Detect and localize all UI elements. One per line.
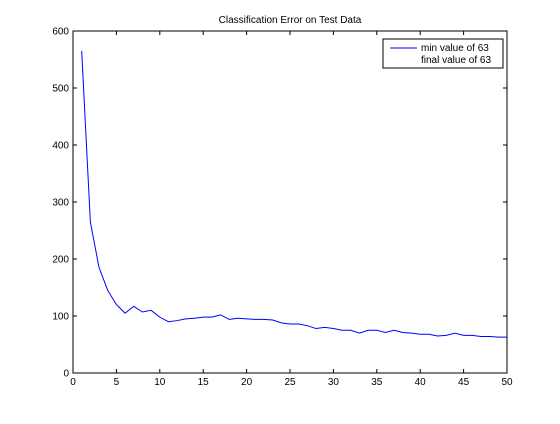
y-tick-label: 300 <box>52 198 69 209</box>
y-tick-label: 200 <box>52 255 69 266</box>
x-tick-label: 35 <box>371 377 383 388</box>
legend-label-min: min value of 63 <box>421 43 489 54</box>
y-tick-label: 500 <box>52 84 69 95</box>
chart-title: Classification Error on Test Data <box>219 15 362 26</box>
legend-box <box>382 38 504 69</box>
y-tick-label: 600 <box>52 27 69 38</box>
y-axis: 0 100 200 300 400 500 600 <box>52 27 507 380</box>
x-tick-label: 40 <box>415 377 427 388</box>
x-tick-label: 15 <box>198 377 210 388</box>
x-tick-label: 45 <box>458 377 470 388</box>
x-tick-label: 50 <box>501 377 513 388</box>
x-tick-label: 20 <box>241 377 253 388</box>
y-tick-label: 0 <box>63 369 69 380</box>
x-axis: 0 5 10 15 20 25 30 35 40 45 50 <box>70 31 513 388</box>
series-group <box>81 50 507 338</box>
plot-area <box>72 30 508 374</box>
x-tick-label: 30 <box>328 377 340 388</box>
legend: min value of 63 final value of 63 <box>382 38 504 69</box>
x-tick-label: 10 <box>154 377 166 388</box>
x-tick-label: 5 <box>114 377 120 388</box>
series-line-0 <box>81 50 507 338</box>
y-tick-label: 100 <box>52 312 69 323</box>
x-tick-label: 0 <box>70 377 76 388</box>
x-tick-label: 25 <box>284 377 296 388</box>
legend-label-final: final value of 63 <box>421 55 491 66</box>
y-tick-label: 400 <box>52 141 69 152</box>
